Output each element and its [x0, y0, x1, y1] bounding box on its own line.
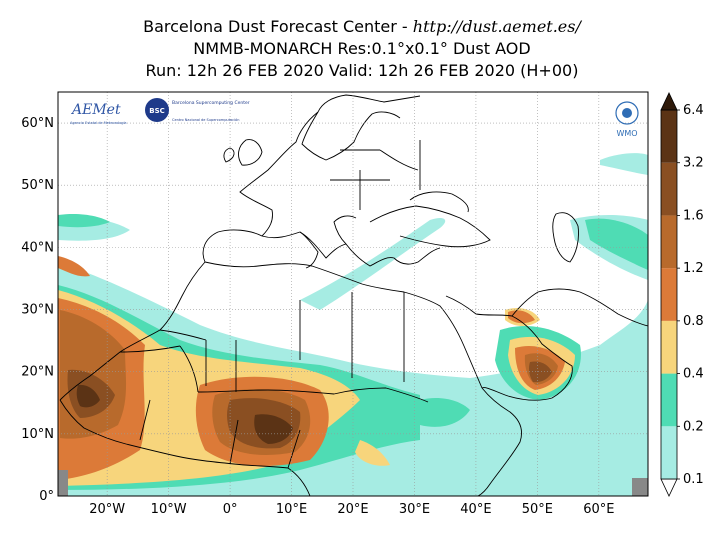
- lat-tick-label: 50°N: [21, 178, 54, 193]
- lat-tick-label: 30°N: [21, 303, 54, 318]
- colorbar-tick-label: 3.2: [683, 156, 704, 171]
- lon-tick-label: 30°E: [399, 502, 430, 517]
- map-frame: [57, 91, 649, 497]
- bsc-logo-text: BSC: [149, 107, 165, 115]
- lat-tick-label: 40°N: [21, 240, 54, 255]
- colorbar-band: [661, 268, 677, 321]
- lat-tick-label: 10°N: [21, 427, 54, 442]
- aemet-logo: AEMet Agencia Estatal de Meteorología: [70, 102, 127, 125]
- colorbar: 0.1 0.2 0.4 0.8 1.2 1.6 3.2 6.4: [660, 92, 704, 497]
- map-gridlines: [58, 92, 648, 496]
- title-line-2: NMMB-MONARCH Res:0.1°x0.1° Dust AOD: [193, 39, 531, 58]
- wmo-logo: WMO: [615, 101, 639, 138]
- colorbar-tick-label: 0.2: [683, 419, 704, 434]
- colorbar-band: [661, 320, 677, 374]
- lat-tick-label: 60°N: [21, 116, 54, 131]
- colorbar-tick-label: 0.4: [683, 367, 704, 382]
- lat-tick-label: 20°N: [21, 365, 54, 380]
- coastlines: [59, 94, 648, 496]
- colorbar-upper-extension: [660, 92, 678, 111]
- lon-tick-label: 20°E: [337, 502, 368, 517]
- colorbar-band: [661, 215, 677, 269]
- colorbar-lower-extension: [660, 478, 678, 497]
- lat-tick-label: 0°: [39, 489, 54, 504]
- lon-tick-label: 50°E: [522, 502, 553, 517]
- lon-tick-label: 20°W: [89, 502, 125, 517]
- map-title: Barcelona Dust Forecast Center - http://…: [0, 16, 724, 82]
- colorbar-band: [661, 162, 677, 216]
- bsc-logo-name: Barcelona Supercomputing Center: [172, 100, 250, 106]
- colorbar-band: [661, 373, 677, 427]
- title-center-name: Barcelona Dust Forecast Center -: [143, 17, 413, 36]
- bsc-logo-mark: [145, 98, 169, 122]
- latitude-axis: 60°N 50°N 40°N 30°N 20°N 10°N 0°: [21, 116, 54, 504]
- map-plot-area: [58, 92, 648, 496]
- aemet-logo-subtitle: Agencia Estatal de Meteorología: [70, 121, 127, 125]
- colorbar-tick-label: 1.2: [683, 261, 704, 276]
- colorbar-tick-label: 1.6: [683, 208, 704, 223]
- title-line-1: Barcelona Dust Forecast Center - http://…: [0, 16, 724, 38]
- wmo-logo-text: WMO: [616, 129, 637, 138]
- bsc-logo-subtitle: Centro Nacional de Supercomputación: [172, 118, 239, 122]
- lon-tick-label: 40°E: [460, 502, 491, 517]
- colorbar-tick-label: 0.1: [683, 472, 704, 487]
- longitude-axis: 20°W 10°W 0° 10°E 20°E 30°E 40°E 50°E 60°E: [89, 502, 614, 517]
- wmo-logo-emblem: [615, 101, 639, 125]
- colorbar-frame: [660, 109, 678, 480]
- colorbar-band: [661, 110, 677, 163]
- bsc-logo: BSC Barcelona Supercomputing Center Cent…: [145, 98, 250, 122]
- title-url: http://dust.aemet.es/: [412, 17, 581, 36]
- colorbar-tick-label: 6.4: [683, 103, 704, 118]
- lon-tick-label: 10°W: [151, 502, 187, 517]
- lon-tick-label: 60°E: [583, 502, 614, 517]
- lon-tick-label: 0°: [223, 502, 238, 517]
- lon-tick-label: 10°E: [276, 502, 307, 517]
- title-line-3: Run: 12h 26 FEB 2020 Valid: 12h 26 FEB 2…: [145, 61, 579, 80]
- colorbar-tick-label: 0.8: [683, 314, 704, 329]
- aemet-logo-text: AEMet: [70, 102, 121, 118]
- colorbar-band: [661, 426, 677, 479]
